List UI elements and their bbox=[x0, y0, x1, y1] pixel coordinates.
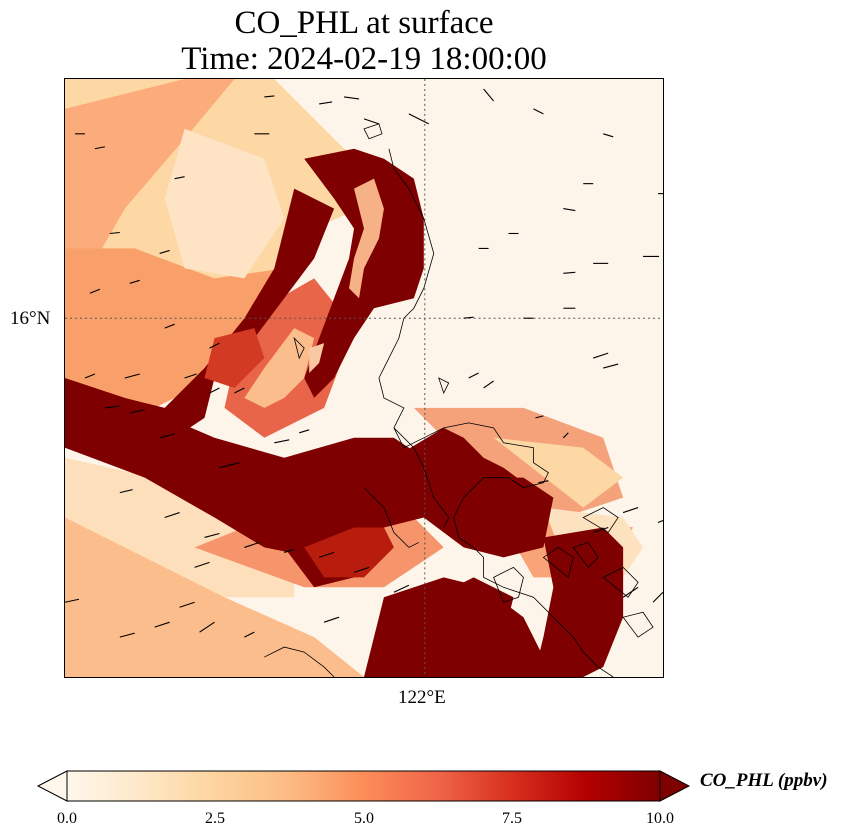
colorbar-extend-max bbox=[659, 770, 691, 802]
co-field-medium bbox=[65, 517, 364, 677]
co-field-light bbox=[164, 128, 285, 279]
co-field-medium bbox=[65, 248, 285, 408]
colorbar-gradient bbox=[66, 770, 661, 802]
co-plume-high bbox=[393, 427, 544, 548]
co-plume-high bbox=[304, 148, 424, 398]
co-plume-high bbox=[65, 188, 335, 438]
map-title: CO_PHL at surface bbox=[234, 5, 494, 41]
colorbar-tick-label: 10.0 bbox=[646, 810, 674, 827]
colorbar-tick-label: 5.0 bbox=[354, 810, 374, 827]
co-plume-high bbox=[533, 527, 624, 677]
coastlines bbox=[264, 123, 654, 677]
co-plume-inner bbox=[349, 178, 384, 299]
map-panel[interactable] bbox=[64, 78, 664, 678]
colorbar-label: CO_PHL (ppbv) bbox=[700, 770, 828, 791]
co-field-medium bbox=[65, 79, 235, 309]
colorbar-tick-label: 7.5 bbox=[502, 810, 522, 827]
co-plume-high bbox=[433, 577, 514, 638]
co-plume-high bbox=[65, 387, 554, 558]
co-plume-inner bbox=[309, 343, 325, 374]
colorbar-extend-min bbox=[36, 770, 68, 802]
longitude-tick-label: 122°E bbox=[398, 687, 446, 708]
colorbar bbox=[36, 770, 691, 802]
map-canvas bbox=[65, 79, 663, 677]
co-field-light bbox=[493, 437, 624, 508]
co-plume-edge bbox=[304, 527, 394, 578]
wind-vectors bbox=[65, 88, 663, 638]
latitude-tick-label: 16°N bbox=[10, 308, 51, 329]
colorbar-tick-label: 0.0 bbox=[57, 810, 77, 827]
map-subtitle-time: Time: 2024-02-19 18:00:00 bbox=[181, 41, 547, 77]
colorbar-tick-label: 2.5 bbox=[205, 810, 225, 827]
